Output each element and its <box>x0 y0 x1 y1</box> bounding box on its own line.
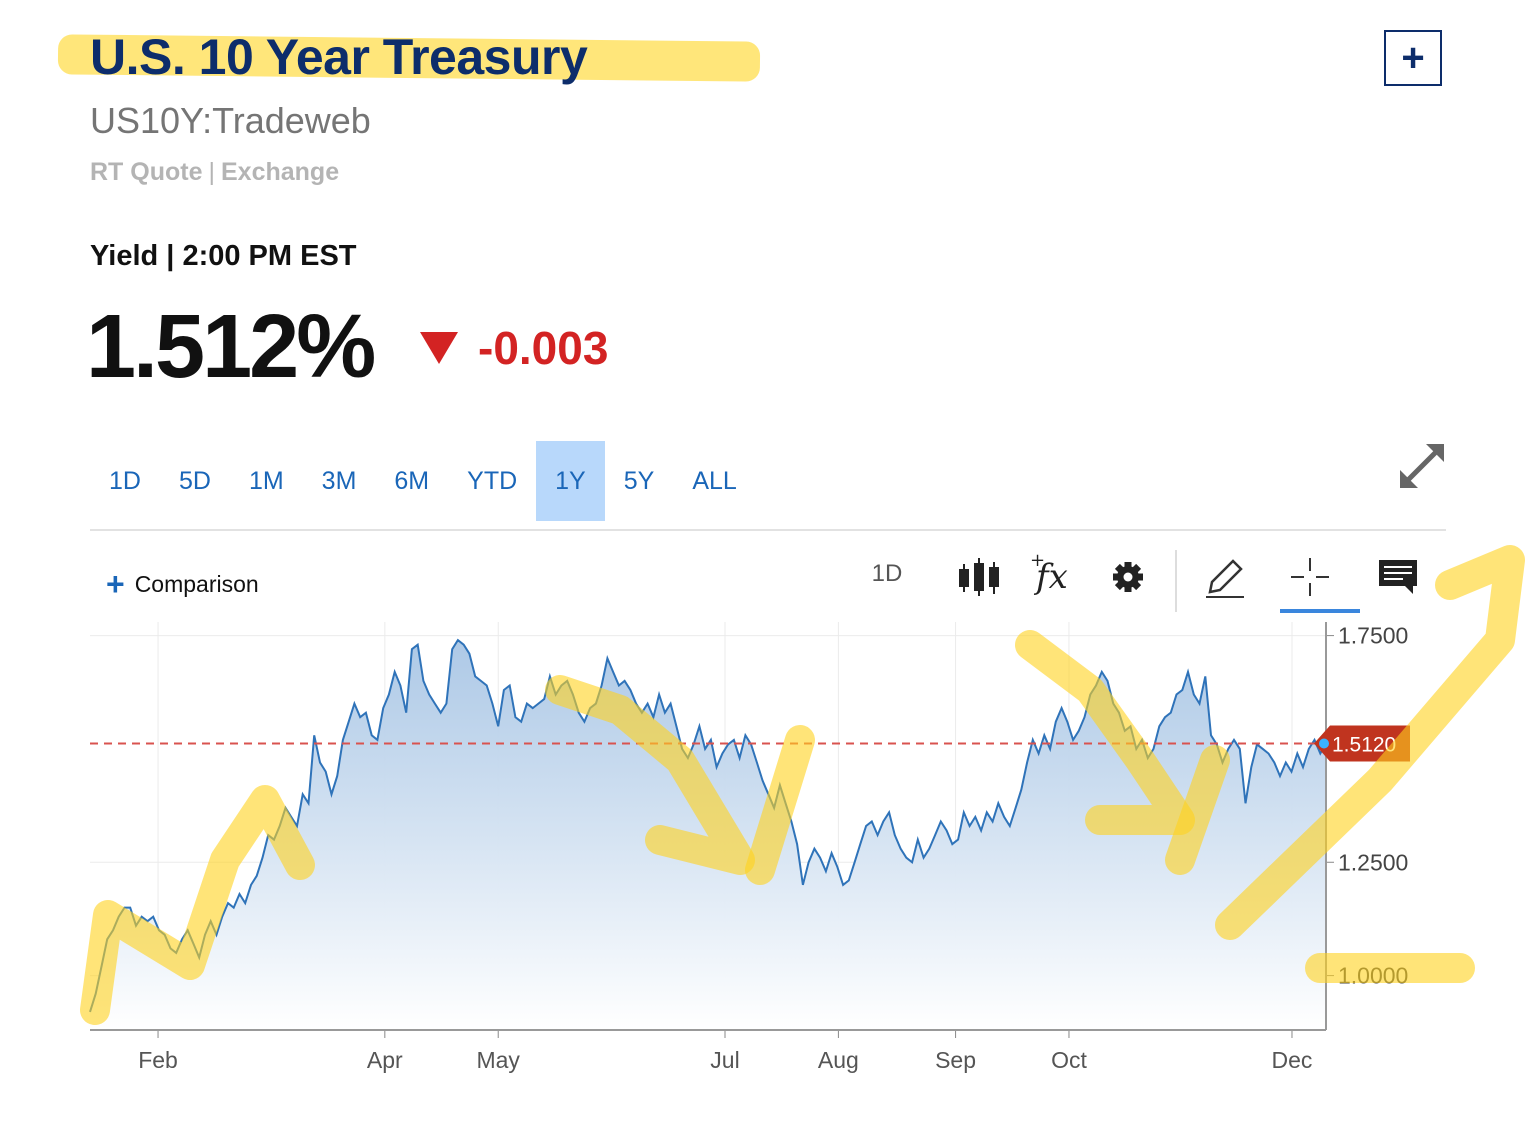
down-arrow-icon <box>420 332 458 364</box>
fx-plus: + <box>1030 550 1046 571</box>
annotation-check-2 <box>1165 745 1230 875</box>
x-tick-label: Feb <box>138 1047 178 1073</box>
range-tab-6m[interactable]: 6M <box>394 467 430 495</box>
crosshair-icon[interactable] <box>1285 552 1335 602</box>
interval-selector[interactable]: 1D <box>871 560 903 587</box>
comparison-button[interactable]: + Comparison <box>106 566 259 603</box>
y-tick-label: 1.7500 <box>1338 623 1408 649</box>
range-tab-ytd[interactable]: YTD <box>467 467 518 495</box>
comparison-label: Comparison <box>134 571 259 597</box>
plus-icon: + <box>106 566 125 602</box>
add-to-watchlist-button[interactable]: + <box>1384 30 1442 86</box>
range-tab-5y[interactable]: 5Y <box>623 467 655 495</box>
x-tick-label: Apr <box>367 1047 403 1073</box>
x-tick-label: Aug <box>818 1047 859 1073</box>
yield-change: -0.003 <box>478 322 609 374</box>
annotation-arrow-down <box>545 675 755 875</box>
range-tab-1y[interactable]: 1Y <box>536 441 605 521</box>
quote-type[interactable]: RT Quote <box>90 158 203 186</box>
candlestick-chart-icon[interactable] <box>954 552 1004 602</box>
y-tick-label: 1.2500 <box>1338 849 1408 875</box>
x-tick-label: Oct <box>1051 1047 1087 1073</box>
current-yield: 1.512% <box>86 297 376 397</box>
yield-timestamp: Yield | 2:00 PM EST <box>90 240 357 272</box>
comment-icon[interactable] <box>1373 552 1423 602</box>
gear-icon[interactable] <box>1103 552 1153 602</box>
fx-label: fx <box>1036 557 1068 597</box>
range-tab-5d[interactable]: 5D <box>178 467 211 495</box>
pencil-draw-icon[interactable] <box>1200 552 1250 602</box>
x-tick-label: Jul <box>710 1047 739 1073</box>
expand-icon[interactable] <box>1396 440 1448 492</box>
x-tick-label: Sep <box>935 1047 976 1073</box>
annotation-check <box>745 725 815 885</box>
annotation-arrow-down-2 <box>1015 630 1195 835</box>
range-tabs: 1D 5D 1M 3M 6M YTD 1Y 5Y ALL <box>90 441 756 521</box>
range-tab-3m[interactable]: 3M <box>321 467 357 495</box>
toolbar-divider <box>1175 550 1177 612</box>
range-tab-all[interactable]: ALL <box>692 467 737 495</box>
range-tab-1m[interactable]: 1M <box>248 467 284 495</box>
x-tick-label: May <box>476 1047 520 1073</box>
quote-source: RT Quote | Exchange <box>90 158 339 187</box>
divider <box>90 529 1446 531</box>
ticker-symbol: US10Y:Tradeweb <box>90 100 371 141</box>
annotation-arrow-rising <box>1215 545 1525 940</box>
annotation-arrow-up <box>80 785 315 1025</box>
page-title: U.S. 10 Year Treasury <box>90 29 588 85</box>
indicators-fx-icon[interactable]: + fx <box>1028 550 1078 602</box>
x-tick-label: Dec <box>1272 1047 1313 1073</box>
quote-separator: | <box>208 158 216 186</box>
active-tool-indicator <box>1280 609 1360 613</box>
last-point-marker <box>1319 738 1329 749</box>
exchange-label[interactable]: Exchange <box>221 158 340 186</box>
range-tab-1d[interactable]: 1D <box>109 467 141 495</box>
last-value-label: 1.5120 <box>1332 733 1396 756</box>
